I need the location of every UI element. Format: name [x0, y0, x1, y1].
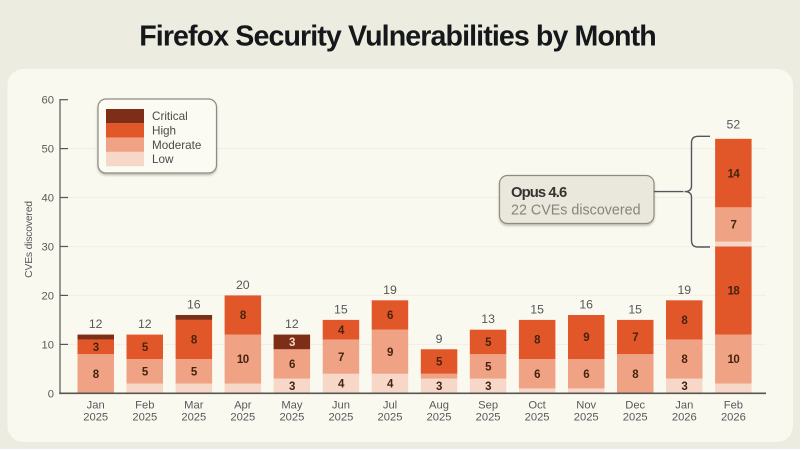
svg-text:9: 9	[387, 347, 393, 359]
svg-text:6: 6	[387, 310, 393, 322]
svg-text:Moderate: Moderate	[152, 139, 201, 152]
svg-text:6: 6	[289, 359, 295, 371]
svg-text:4: 4	[338, 379, 345, 391]
svg-text:3: 3	[681, 381, 687, 393]
svg-text:12: 12	[89, 317, 103, 331]
svg-text:10: 10	[728, 354, 740, 366]
svg-text:Opus 4.6: Opus 4.6	[511, 185, 567, 201]
svg-text:12: 12	[285, 317, 299, 331]
svg-text:16: 16	[579, 298, 593, 312]
svg-text:4: 4	[338, 325, 345, 337]
svg-text:50: 50	[42, 144, 54, 156]
svg-text:5: 5	[191, 367, 198, 379]
svg-text:5: 5	[142, 342, 149, 354]
svg-text:4: 4	[387, 379, 394, 391]
svg-text:3: 3	[289, 337, 295, 349]
svg-text:20: 20	[42, 290, 54, 302]
svg-text:7: 7	[632, 332, 638, 344]
svg-text:6: 6	[583, 369, 589, 381]
svg-text:8: 8	[681, 354, 688, 366]
svg-text:8: 8	[93, 369, 100, 381]
svg-text:9: 9	[436, 332, 443, 346]
svg-text:3: 3	[93, 342, 99, 354]
svg-text:CVEs discovered: CVEs discovered	[24, 201, 35, 278]
svg-text:8: 8	[681, 315, 688, 327]
svg-text:15: 15	[334, 302, 348, 316]
svg-text:7: 7	[730, 220, 736, 232]
svg-text:19: 19	[383, 283, 397, 297]
svg-text:5: 5	[485, 337, 492, 349]
svg-text:16: 16	[187, 298, 201, 312]
svg-text:14: 14	[728, 168, 741, 180]
svg-text:30: 30	[42, 242, 54, 254]
svg-text:10: 10	[42, 339, 54, 351]
svg-text:6: 6	[534, 369, 540, 381]
svg-text:0: 0	[48, 388, 54, 400]
svg-text:22 CVEs discovered: 22 CVEs discovered	[511, 203, 641, 219]
svg-text:19: 19	[677, 283, 691, 297]
svg-text:8: 8	[240, 310, 247, 322]
svg-text:18: 18	[728, 286, 741, 298]
svg-text:Low: Low	[152, 153, 174, 166]
svg-text:8: 8	[632, 369, 639, 381]
svg-text:15: 15	[530, 302, 544, 316]
svg-text:12: 12	[138, 317, 152, 331]
svg-text:3: 3	[485, 381, 491, 393]
svg-text:15: 15	[628, 302, 642, 316]
svg-text:10: 10	[237, 354, 249, 366]
svg-text:3: 3	[436, 381, 442, 393]
svg-text:20: 20	[236, 278, 250, 292]
svg-text:5: 5	[142, 367, 149, 379]
svg-text:52: 52	[727, 118, 741, 132]
svg-text:13: 13	[481, 312, 495, 326]
svg-text:9: 9	[583, 332, 589, 344]
svg-text:8: 8	[534, 335, 541, 347]
svg-text:Critical: Critical	[152, 110, 188, 123]
svg-text:7: 7	[338, 352, 344, 364]
svg-text:8: 8	[191, 335, 198, 347]
svg-text:40: 40	[42, 193, 54, 205]
svg-text:3: 3	[289, 381, 295, 393]
svg-text:High: High	[152, 125, 176, 138]
svg-text:5: 5	[485, 362, 492, 374]
svg-text:Firefox Security Vulnerabiliti: Firefox Security Vulnerabilities by Mont…	[139, 21, 656, 53]
svg-text:60: 60	[42, 95, 54, 107]
svg-text:5: 5	[436, 357, 443, 369]
